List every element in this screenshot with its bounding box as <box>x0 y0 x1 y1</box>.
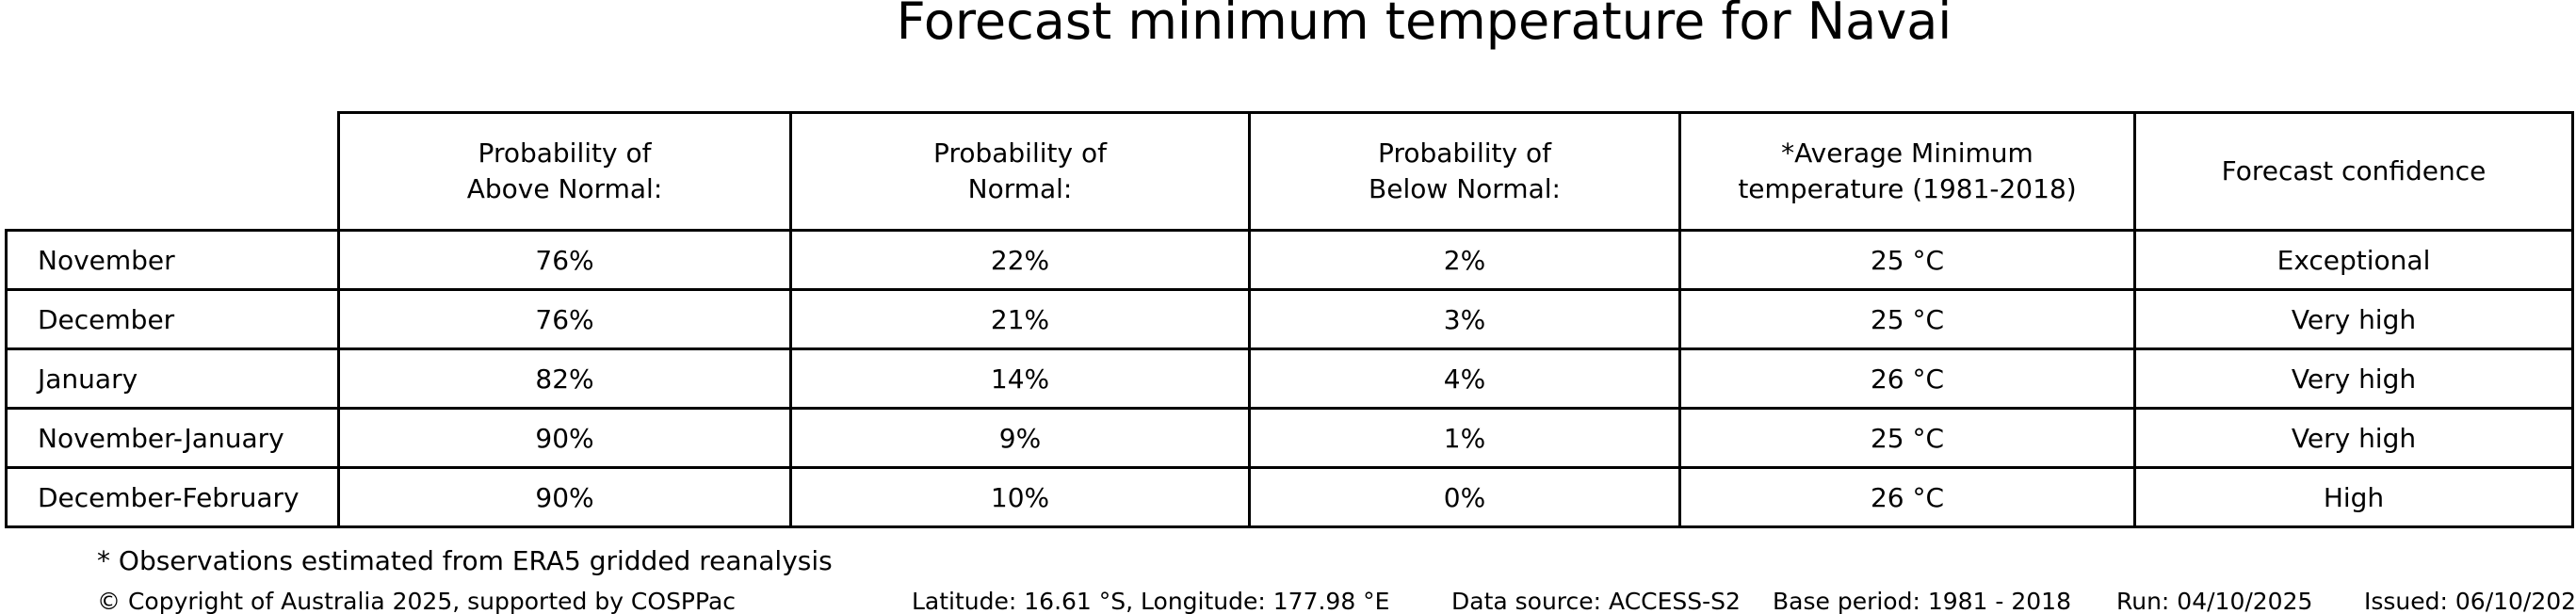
cell-prob-below: 3% <box>1248 288 1681 350</box>
cell-avg-min-temp: 25 °C <box>1678 288 2136 350</box>
cell-prob-below: 0% <box>1248 466 1681 528</box>
cell-prob-normal: 22% <box>789 229 1251 291</box>
table-row: November 76% 22% 2% 25 °C Exceptional <box>5 229 2574 291</box>
cell-avg-min-temp: 25 °C <box>1678 229 2136 291</box>
cell-period: November-January <box>5 407 340 469</box>
table-row: January 82% 14% 4% 26 °C Very high <box>5 347 2574 410</box>
cell-prob-normal: 21% <box>789 288 1251 350</box>
col-header-prob-above: Probability of Above Normal: <box>337 111 792 232</box>
cell-prob-normal: 10% <box>789 466 1251 528</box>
cell-prob-above: 90% <box>337 407 792 469</box>
table-row: November-January 90% 9% 1% 25 °C Very hi… <box>5 407 2574 469</box>
table-row: December 76% 21% 3% 25 °C Very high <box>5 288 2574 350</box>
footer-run-date: Run: 04/10/2025 <box>2116 588 2313 614</box>
cell-prob-above: 90% <box>337 466 792 528</box>
col-header-prob-below: Probability of Below Normal: <box>1248 111 1681 232</box>
cell-avg-min-temp: 25 °C <box>1678 407 2136 469</box>
cell-confidence: Exceptional <box>2133 229 2574 291</box>
cell-confidence: Very high <box>2133 347 2574 410</box>
col-header-avg-min-temp: *Average Minimum temperature (1981-2018) <box>1678 111 2136 232</box>
cell-prob-below: 4% <box>1248 347 1681 410</box>
cell-prob-normal: 9% <box>789 407 1251 469</box>
table-header-row: Probability of Above Normal: Probability… <box>7 111 2574 232</box>
footnote: * Observations estimated from ERA5 gridd… <box>97 545 833 576</box>
cell-confidence: Very high <box>2133 407 2574 469</box>
cell-confidence: Very high <box>2133 288 2574 350</box>
cell-prob-above: 82% <box>337 347 792 410</box>
cell-period: December <box>5 288 340 350</box>
cell-confidence: High <box>2133 466 2574 528</box>
footer-issued-date: Issued: 06/10/2025 <box>2364 588 2576 614</box>
footer-location: Latitude: 16.61 °S, Longitude: 177.98 °E <box>912 588 1390 614</box>
col-header-confidence: Forecast confidence <box>2133 111 2574 232</box>
cell-period: January <box>5 347 340 410</box>
cell-prob-above: 76% <box>337 288 792 350</box>
cell-period: November <box>5 229 340 291</box>
cell-avg-min-temp: 26 °C <box>1678 347 2136 410</box>
cell-period: December-February <box>5 466 340 528</box>
cell-prob-normal: 14% <box>789 347 1251 410</box>
cell-prob-below: 2% <box>1248 229 1681 291</box>
footer-base-period: Base period: 1981 - 2018 <box>1773 588 2071 614</box>
col-header-prob-normal: Probability of Normal: <box>789 111 1251 232</box>
footer-copyright: © Copyright of Australia 2025, supported… <box>97 588 737 614</box>
table-row: December-February 90% 10% 0% 26 °C High <box>5 466 2574 528</box>
cell-prob-below: 1% <box>1248 407 1681 469</box>
forecast-table: Probability of Above Normal: Probability… <box>5 111 2574 528</box>
footer-data-source: Data source: ACCESS-S2 <box>1451 588 1741 614</box>
page-title: Forecast minimum temperature for Navai <box>896 0 1952 51</box>
cell-avg-min-temp: 26 °C <box>1678 466 2136 528</box>
corner-cell <box>7 113 339 231</box>
cell-prob-above: 76% <box>337 229 792 291</box>
